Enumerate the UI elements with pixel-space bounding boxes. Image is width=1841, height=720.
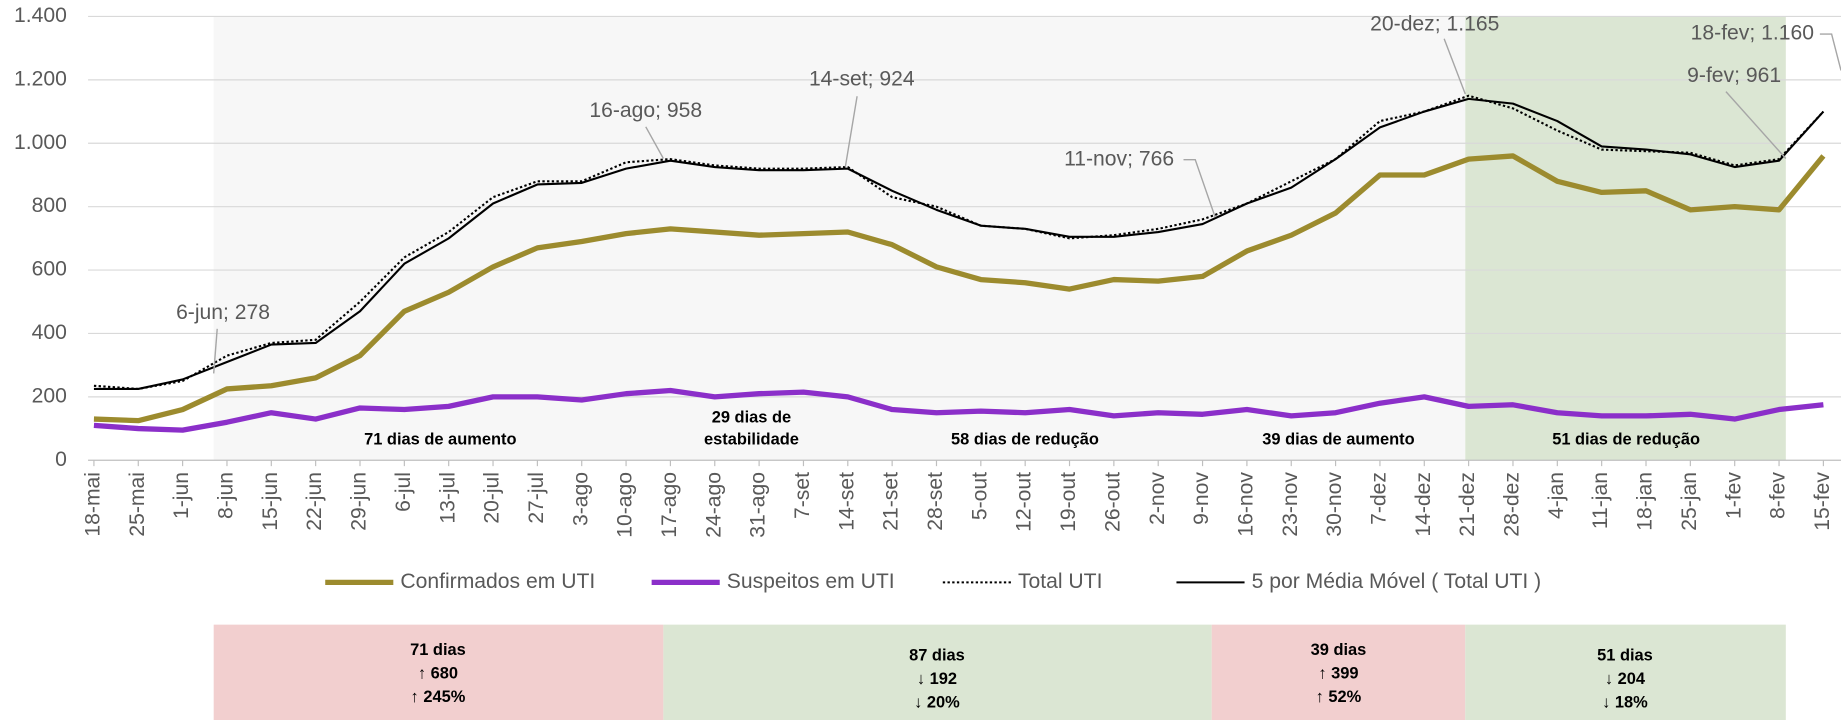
- period-box-text: ↓ 20%: [914, 694, 960, 712]
- x-tick-label: 12-out: [1013, 472, 1036, 532]
- x-tick-label: 5-out: [968, 472, 991, 520]
- series-line: [93, 97, 1825, 390]
- x-tick-label: 3-ago: [569, 472, 592, 526]
- x-tick-label: 22-jun: [303, 472, 326, 531]
- period-box: [663, 624, 1212, 720]
- annotation-leader: [212, 328, 218, 374]
- annotation-leader: [645, 126, 664, 159]
- x-tick-label: 8-jun: [215, 472, 238, 519]
- annotation-leader: [1725, 91, 1787, 159]
- x-tick-label: 15-fev: [1811, 472, 1834, 531]
- x-tick-label: 21-dez: [1456, 472, 1479, 537]
- x-tick-label: 21-set: [880, 472, 903, 531]
- period-box-text: ↑ 399: [1318, 664, 1358, 682]
- series-line: [93, 153, 1826, 424]
- period-label: estabilidade: [704, 431, 799, 449]
- x-tick-label: 29-jun: [348, 472, 371, 531]
- x-tick-label: 8-fev: [1767, 472, 1790, 519]
- x-tick-label: 27-jul: [525, 472, 548, 524]
- annotation: 6-jun; 278: [176, 301, 270, 324]
- annotation-leader: [1443, 38, 1466, 95]
- legend-label: Confirmados em UTI: [400, 570, 595, 593]
- x-tick-label: 1-fev: [1722, 472, 1745, 519]
- x-tick-label: 31-ago: [747, 472, 770, 538]
- x-tick-label: 25-mai: [126, 472, 149, 537]
- period-box-text: 87 dias: [909, 647, 965, 665]
- x-tick-label: 18-mai: [82, 472, 105, 537]
- legend-label: Total UTI: [1018, 570, 1103, 593]
- annotation: 14-set; 924: [809, 67, 915, 90]
- x-tick-label: 9-nov: [1190, 472, 1213, 525]
- x-tick-label: 28-set: [924, 472, 947, 531]
- period-box: [1465, 624, 1786, 720]
- period-box-text: 39 dias: [1311, 641, 1367, 659]
- x-tick-label: 7-set: [791, 472, 814, 519]
- period-label: 71 dias de aumento: [364, 431, 516, 449]
- x-tick-label: 23-nov: [1279, 472, 1302, 537]
- x-tick-label: 10-ago: [614, 472, 637, 538]
- x-tick-label: 6-jul: [392, 472, 415, 512]
- x-tick-label: 30-nov: [1323, 472, 1346, 537]
- y-tick-label: 200: [32, 384, 67, 407]
- y-tick-label: 800: [32, 194, 67, 217]
- period-box-text: ↑ 680: [418, 664, 458, 682]
- x-tick-label: 7-dez: [1368, 472, 1391, 525]
- y-tick-label: 1.000: [14, 131, 67, 154]
- annotation-leader: [1183, 158, 1216, 218]
- x-tick-label: 14-set: [835, 472, 858, 531]
- x-tick-label: 17-ago: [658, 472, 681, 538]
- series-line: [93, 387, 1824, 433]
- period-box-text: ↓ 204: [1605, 670, 1646, 688]
- annotation: 11-nov; 766: [1064, 147, 1174, 170]
- y-tick-label: 400: [32, 321, 67, 344]
- annotation: 20-dez; 1.165: [1370, 12, 1499, 35]
- y-tick-label: 600: [32, 258, 67, 281]
- period-shade: [1465, 16, 1786, 461]
- period-box-text: ↓ 192: [917, 670, 957, 688]
- period-label: 39 dias de aumento: [1262, 431, 1414, 449]
- x-tick-label: 26-out: [1101, 472, 1124, 532]
- x-tick-label: 4-jan: [1545, 472, 1568, 519]
- period-box-text: 71 dias: [410, 641, 466, 659]
- legend-label: Suspeitos em UTI: [727, 570, 895, 593]
- x-tick-label: 2-nov: [1146, 472, 1169, 525]
- period-label: 29 dias de: [712, 408, 791, 426]
- annotation: 16-ago; 958: [589, 99, 702, 122]
- series-line: [93, 94, 1825, 390]
- x-tick-label: 20-jul: [481, 472, 504, 524]
- period-box-text: 51 dias: [1597, 647, 1653, 665]
- period-box: [213, 624, 664, 720]
- period-box-text: ↑ 52%: [1316, 688, 1362, 706]
- y-tick-label: 1.400: [14, 4, 67, 27]
- x-tick-label: 25-jan: [1678, 472, 1701, 531]
- period-label: 51 dias de redução: [1552, 431, 1700, 449]
- x-tick-label: 11-jan: [1589, 472, 1612, 529]
- x-tick-label: 16-nov: [1234, 472, 1257, 537]
- period-shade: [213, 16, 1466, 461]
- x-tick-label: 19-out: [1057, 472, 1080, 532]
- period-box: [1211, 624, 1466, 720]
- period-box-text: ↓ 18%: [1602, 694, 1648, 712]
- annotation-leader: [1819, 33, 1841, 71]
- x-tick-label: 14-dez: [1412, 472, 1435, 537]
- annotation: 9-fev; 961: [1687, 64, 1781, 87]
- x-tick-label: 13-jul: [436, 472, 459, 524]
- y-tick-label: 0: [55, 448, 67, 471]
- x-tick-label: 15-jun: [259, 472, 282, 531]
- y-tick-label: 1.200: [14, 67, 67, 90]
- period-box-text: ↑ 245%: [411, 688, 466, 706]
- period-label: 58 dias de redução: [951, 431, 1099, 449]
- annotation: 18-fev; 1.160: [1691, 22, 1814, 45]
- x-tick-label: 1-jun: [170, 472, 193, 519]
- x-tick-label: 18-jan: [1634, 472, 1657, 531]
- legend-label: 5 por Média Móvel ( Total UTI ): [1252, 570, 1542, 593]
- annotation-leader: [844, 96, 858, 167]
- x-tick-label: 28-dez: [1501, 472, 1524, 537]
- x-tick-label: 24-ago: [702, 472, 725, 538]
